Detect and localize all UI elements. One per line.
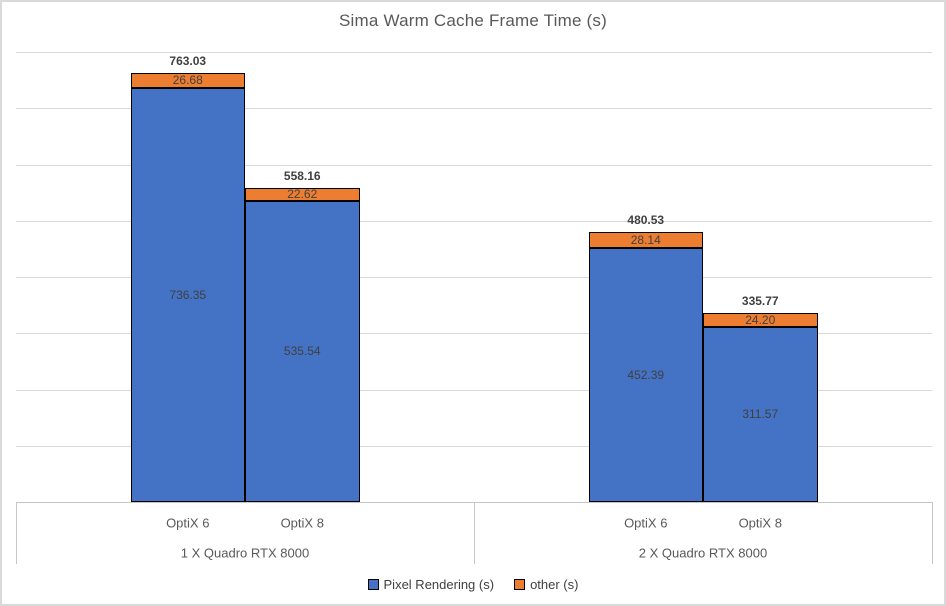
gridline (16, 220, 932, 222)
legend-item: other (s) (514, 577, 578, 592)
total-value-label: 480.53 (627, 212, 665, 227)
gridline (16, 164, 932, 166)
total-value-label: 335.77 (741, 294, 779, 309)
total-value-label: 763.03 (169, 53, 207, 68)
legend-label: other (s) (530, 576, 579, 592)
category-label: OptiX 8 (738, 515, 782, 531)
segment-value-label: 26.68 (172, 73, 203, 88)
bar-segment-other (245, 188, 360, 201)
bar-segment-pixel-rendering (703, 326, 818, 502)
segment-value-label: 22.62 (287, 187, 318, 202)
bar-segment-other (703, 313, 818, 327)
segment-value-label: 28.14 (630, 232, 661, 247)
gridline (16, 277, 932, 278)
legend: Pixel Rendering (s) other (s) (2, 574, 944, 594)
category-label: OptiX 6 (166, 515, 210, 531)
category-label: OptiX 6 (624, 515, 668, 531)
category-label: OptiX 8 (280, 515, 324, 531)
bar-segment-other (588, 231, 703, 248)
legend-key-swatch (514, 578, 526, 590)
bar-segment-other (130, 72, 245, 88)
gridline (16, 52, 932, 53)
group-label: 2 X Quadro RTX 8000 (638, 545, 768, 561)
category-separator (932, 502, 933, 564)
bar-segment-pixel-rendering (588, 247, 703, 502)
category-separator (16, 502, 17, 564)
gridline (16, 389, 932, 391)
legend-label: Pixel Rendering (s) (383, 576, 495, 592)
legend-key-swatch (367, 578, 379, 590)
segment-value-label: 311.57 (742, 407, 779, 422)
total-value-label: 558.16 (283, 169, 321, 184)
segment-value-label: 24.20 (745, 312, 776, 327)
segment-value-label: 736.35 (169, 287, 207, 302)
segment-value-label: 452.39 (627, 367, 665, 382)
group-label: 1 X Quadro RTX 8000 (180, 545, 310, 561)
gridline (16, 445, 932, 447)
gridline (16, 108, 932, 110)
legend-item: Pixel Rendering (s) (367, 576, 495, 592)
chart-title: Sima Warm Cache Frame Time (s) (339, 11, 607, 30)
segment-value-label: 535.54 (283, 344, 321, 359)
gridline (16, 333, 932, 335)
category-separator (474, 502, 475, 564)
bar-segment-pixel-rendering (245, 200, 360, 502)
bar-segment-pixel-rendering (130, 87, 245, 502)
